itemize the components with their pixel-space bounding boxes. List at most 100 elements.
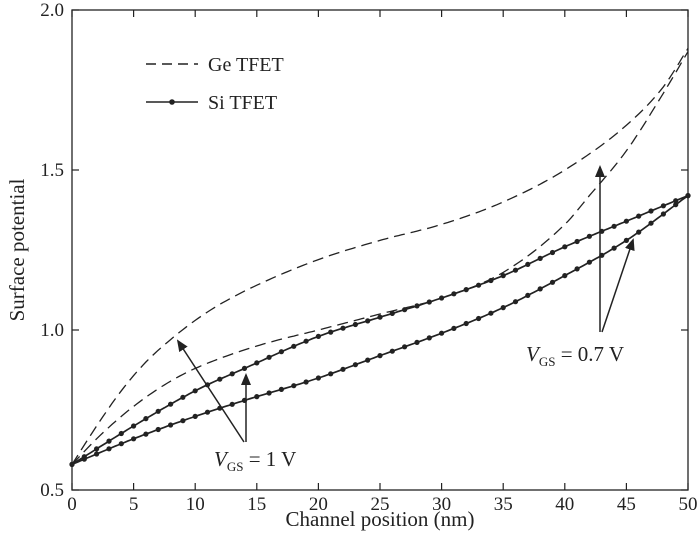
series-marker-si-2 <box>94 446 100 452</box>
series-marker-si-3 <box>118 441 124 447</box>
x-tick-label: 35 <box>494 494 513 515</box>
series-marker-si-3 <box>266 390 272 396</box>
arrow-vgs-07v-si <box>601 238 635 333</box>
series-marker-si-2 <box>266 354 272 360</box>
series-line-si-3 <box>71 194 689 466</box>
series-marker-si-2 <box>525 261 531 267</box>
series-marker-si-2 <box>377 314 383 320</box>
series-marker-si-2 <box>131 423 137 429</box>
series-marker-si-3 <box>488 310 494 316</box>
series-marker-si-3 <box>352 362 358 368</box>
series-marker-si-3 <box>377 353 383 359</box>
plot-frame <box>71 9 689 491</box>
series-marker-si-2 <box>586 233 593 239</box>
series-marker-si-3 <box>365 357 371 363</box>
series-marker-si-2 <box>241 365 248 371</box>
plot-series <box>69 48 691 467</box>
series-marker-si-3 <box>426 335 432 341</box>
series-marker-si-2 <box>389 310 395 316</box>
series-marker-si-2 <box>143 416 149 422</box>
series-marker-si-3 <box>512 299 519 305</box>
series-marker-si-2 <box>291 343 297 349</box>
series-marker-si-2 <box>574 238 580 245</box>
x-tick-label: 0 <box>67 494 77 515</box>
legend-label-ge: Ge TFET <box>208 54 284 76</box>
series-marker-si-2 <box>537 255 543 261</box>
x-tick-label: 45 <box>617 494 636 515</box>
series-marker-si-3 <box>303 379 309 385</box>
series-line-ge-0 <box>71 48 689 465</box>
series-marker-si-2 <box>315 333 321 339</box>
series-marker-si-2 <box>512 267 519 273</box>
series-marker-si-2 <box>451 291 457 297</box>
x-tick-label: 25 <box>371 494 390 515</box>
series-marker-si-3 <box>673 202 679 208</box>
series-marker-si-3 <box>574 266 580 272</box>
series-marker-si-3 <box>106 446 112 452</box>
series-line-ge-1 <box>71 51 689 465</box>
x-tick-label: 5 <box>129 494 139 515</box>
series-marker-si-3 <box>204 409 211 415</box>
series-marker-si-2 <box>303 338 309 344</box>
y-tick-label: 2.0 <box>40 0 64 21</box>
series-marker-si-3 <box>451 325 457 331</box>
series-marker-si-2 <box>623 218 630 224</box>
series-marker-si-3 <box>192 413 198 419</box>
series-marker-si-2 <box>192 388 198 394</box>
series-marker-si-2 <box>500 273 506 279</box>
tick-labels: 0 5 10 15 20 25 30 35 40 45 50 0.5 1.0 1.5 2.0 <box>40 0 697 515</box>
series-line-si-2 <box>71 194 689 466</box>
series-marker-si-3 <box>500 305 506 311</box>
series-marker-si-2 <box>426 299 432 305</box>
series-marker-si-2 <box>414 303 420 309</box>
y-tick-label: 1.5 <box>40 160 64 181</box>
series-marker-si-3 <box>660 211 667 217</box>
series-marker-si-3 <box>623 237 630 243</box>
x-axis-label: Channel position (nm) <box>286 507 475 531</box>
series-marker-si-2 <box>106 438 112 444</box>
series-marker-si-2 <box>488 277 494 284</box>
series-marker-si-2 <box>439 295 445 301</box>
series-marker-si-3 <box>180 418 186 424</box>
series-marker-si-3 <box>131 436 137 442</box>
annotation-vgs-07v: VGS = 0.7 V <box>526 165 635 369</box>
series-marker-si-3 <box>168 422 174 428</box>
series-marker-si-2 <box>636 213 642 219</box>
series-marker-si-2 <box>549 249 556 256</box>
series-marker-si-3 <box>155 426 161 433</box>
x-tick-label: 15 <box>247 494 266 515</box>
series-marker-si-2 <box>660 203 667 209</box>
series-marker-si-2 <box>476 282 482 288</box>
series-marker-si-3 <box>143 431 149 437</box>
series-marker-si-2 <box>328 329 334 335</box>
series-marker-si-2 <box>463 287 469 293</box>
y-tick-label: 0.5 <box>40 480 64 501</box>
axis-ticks <box>71 9 689 491</box>
y-axis-label: Surface potential <box>5 178 29 321</box>
x-tick-label: 20 <box>309 494 328 515</box>
series-marker-si-3 <box>586 259 593 265</box>
series-marker-si-2 <box>229 371 235 377</box>
series-marker-si-3 <box>537 286 543 292</box>
series-marker-si-3 <box>476 315 482 322</box>
x-tick-label: 30 <box>432 494 451 515</box>
series-marker-si-2 <box>278 349 284 355</box>
series-marker-si-3 <box>94 451 100 457</box>
series-marker-si-3 <box>463 320 469 327</box>
y-tick-label: 1.0 <box>40 320 64 341</box>
series-marker-si-2 <box>365 318 371 324</box>
series-marker-si-3 <box>636 229 642 235</box>
series-marker-si-3 <box>648 220 654 226</box>
series-marker-si-2 <box>648 208 654 214</box>
series-marker-si-3 <box>340 366 346 372</box>
annotation-label-vgs-07v: VGS = 0.7 V <box>526 342 624 369</box>
series-marker-si-2 <box>611 223 617 229</box>
series-marker-si-3 <box>611 245 617 251</box>
annotation-label-vgs-1v: VGS = 1 V <box>214 447 296 474</box>
legend-label-si: Si TFET <box>208 92 277 114</box>
x-tick-label: 40 <box>555 494 574 515</box>
series-marker-si-3 <box>402 344 408 350</box>
annotation-vgs-1v: VGS = 1 V <box>176 339 296 474</box>
series-marker-si-2 <box>180 394 186 400</box>
